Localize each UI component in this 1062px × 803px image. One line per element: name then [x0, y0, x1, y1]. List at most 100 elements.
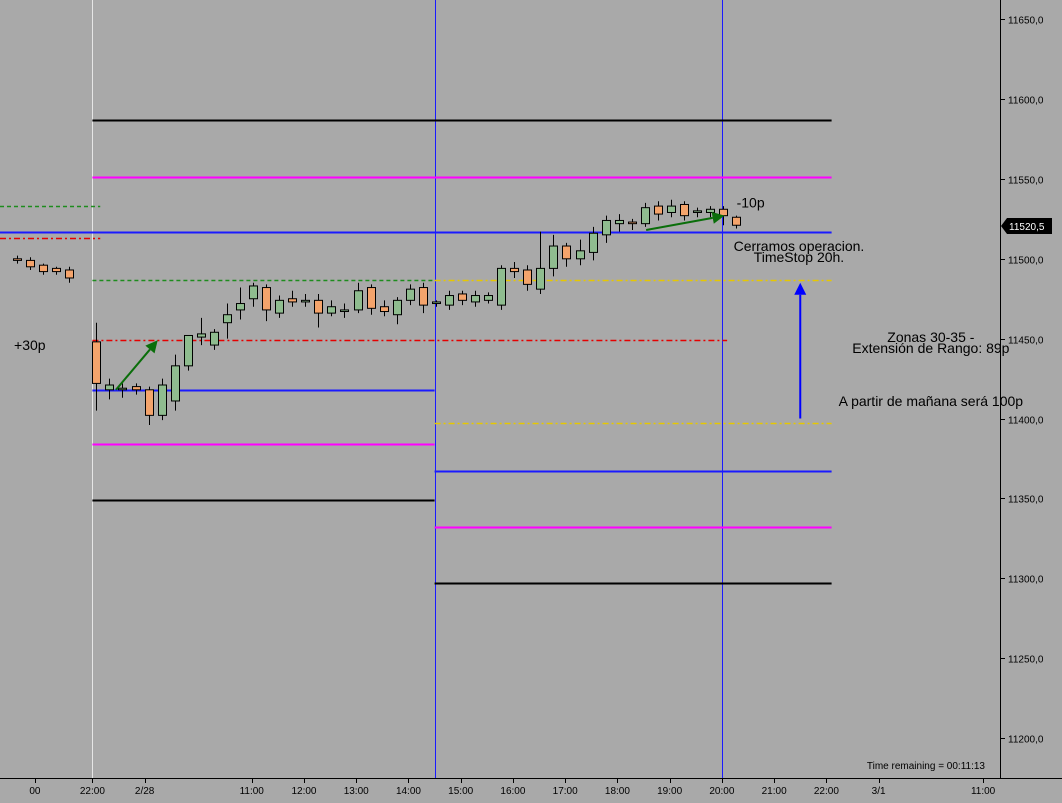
y-tick-label: 11200,0	[1008, 735, 1044, 746]
candle-body	[354, 290, 363, 311]
x-tick-label: 2/28	[135, 786, 155, 797]
candle-body	[301, 299, 310, 303]
candle-body	[667, 205, 676, 213]
x-tick-label: 17:00	[553, 786, 578, 797]
annotation-text: Zonas 30-35 -	[887, 329, 974, 345]
candles	[13, 199, 741, 425]
candle-up	[706, 206, 715, 218]
current-price-label: 11520,5	[1009, 222, 1045, 233]
x-tick-label: 22:00	[80, 786, 105, 797]
candle-down	[523, 265, 532, 291]
candle-body	[523, 269, 532, 285]
x-tick-label: 3/1	[872, 786, 886, 797]
price-marker-shape	[1001, 218, 1052, 235]
candle-body	[484, 295, 493, 301]
candle-body	[589, 232, 598, 253]
arrow-head	[145, 340, 158, 354]
candle-up	[589, 226, 598, 261]
y-tick-label: 11600,0	[1008, 96, 1044, 107]
time-remaining-label: Time remaining = 00:11:13	[867, 761, 986, 772]
arrow-head	[794, 282, 807, 295]
candle-body	[602, 219, 611, 236]
candle-up	[301, 293, 310, 307]
candle-down	[145, 386, 154, 425]
candle-body	[471, 295, 480, 303]
candle-up	[197, 317, 206, 346]
candle-body	[549, 245, 558, 269]
x-tick-label: 20:00	[709, 786, 734, 797]
candle-down	[132, 383, 141, 395]
x-tick-label: 13:00	[344, 786, 369, 797]
candle-down	[510, 261, 519, 278]
candle-up	[576, 239, 585, 266]
candle-up	[158, 378, 167, 421]
candle-up	[602, 215, 611, 243]
y-axis: 11200,0 11250,0 11300,0 11350,0 11400,0 11450…	[1000, 16, 1044, 746]
candle-body	[210, 331, 219, 346]
candle-up	[275, 295, 284, 318]
candle-down	[680, 201, 689, 221]
annotation-text: A partir de mañana será 100p	[839, 393, 1024, 409]
y-tick-label: 11250,0	[1008, 655, 1044, 666]
x-tick-label: 21:00	[762, 786, 787, 797]
candle-body	[314, 299, 323, 314]
candle-up	[641, 202, 650, 227]
annotation-arrow	[115, 340, 158, 391]
candle-body	[419, 287, 428, 306]
x-tick-label: 16:00	[500, 786, 525, 797]
candle-body	[236, 303, 245, 311]
candle-up	[171, 354, 180, 411]
annotation-arrow	[794, 282, 807, 419]
candle-up	[484, 292, 493, 304]
level-lines	[0, 119, 832, 585]
candle-up	[354, 282, 363, 314]
candle-body	[562, 245, 571, 260]
candle-body	[340, 309, 349, 313]
candle-down	[288, 290, 297, 307]
arrow-head	[711, 211, 725, 224]
candle-body	[13, 258, 22, 261]
candle-body	[52, 267, 61, 273]
x-axis: 00 22:00 2/28 11:00 12:00 13:00 14:00 15:00 16:0…	[29, 778, 996, 797]
candle-body	[380, 306, 389, 313]
candle-up	[105, 378, 114, 400]
candle-down	[52, 266, 61, 275]
candle-body	[249, 285, 258, 300]
candle-body	[458, 293, 467, 301]
candle-body	[197, 333, 206, 338]
candle-down	[628, 218, 637, 231]
x-tick-label: 11:00	[971, 786, 996, 797]
arrow-shaft	[645, 216, 713, 232]
candle-up	[340, 303, 349, 318]
y-tick-label: 11350,0	[1008, 495, 1044, 506]
candle-up	[249, 282, 258, 307]
current-price-marker: 11520,5	[1001, 218, 1052, 235]
annotation-text: +30p	[14, 337, 46, 353]
candle-down	[654, 201, 663, 221]
candle-up	[393, 297, 402, 325]
annotation-arrows	[115, 211, 807, 419]
candle-body	[536, 267, 545, 290]
candle-body	[432, 301, 441, 305]
candle-body	[132, 386, 141, 391]
candle-body	[92, 341, 101, 384]
y-tick-label: 11650,0	[1008, 16, 1044, 27]
x-tick-label: 18:00	[605, 786, 630, 797]
candle-up	[615, 214, 624, 232]
candle-up	[497, 265, 506, 310]
candle-down	[92, 322, 101, 411]
y-tick-label: 11450,0	[1008, 336, 1044, 347]
annotation-text: -10p	[737, 195, 765, 211]
y-tick-label: 11550,0	[1008, 176, 1044, 187]
candle-up	[223, 303, 232, 339]
candle-body	[576, 250, 585, 260]
candle-body	[288, 298, 297, 303]
candle-up	[693, 207, 702, 218]
candle-down	[65, 266, 74, 283]
candle-body	[641, 207, 650, 225]
candle-down	[458, 290, 467, 306]
candle-body	[65, 269, 74, 279]
candle-body	[628, 221, 637, 225]
